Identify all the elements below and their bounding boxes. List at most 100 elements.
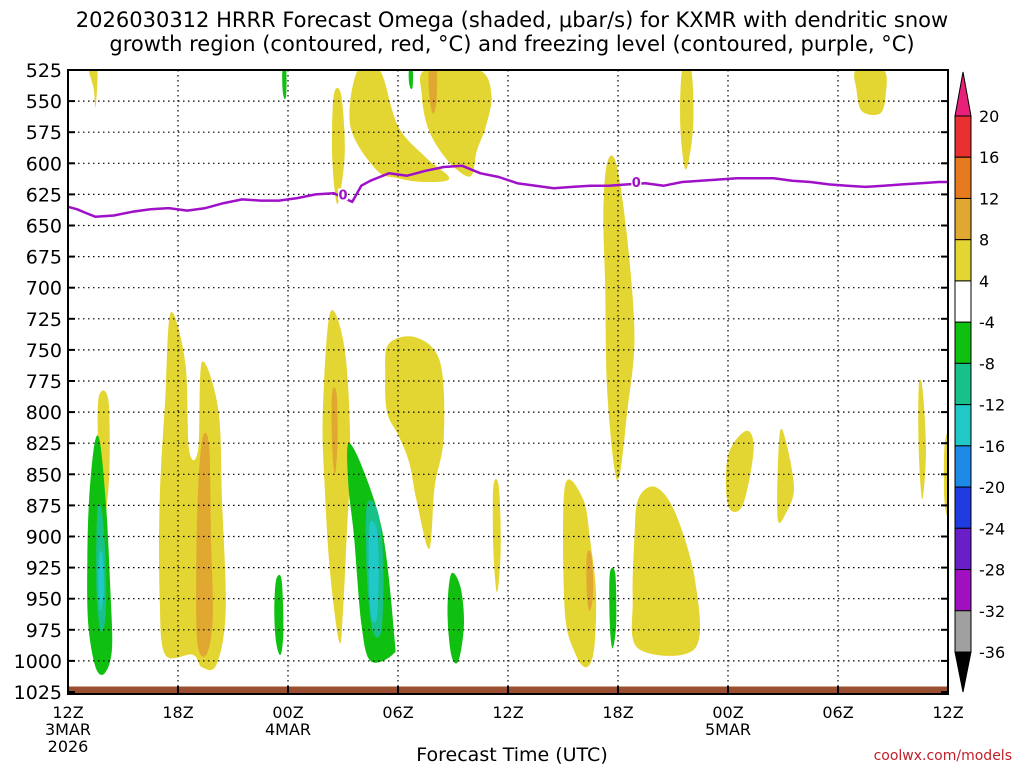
colorbar-label: 20 (979, 107, 999, 126)
x-tick-label: 3MAR (45, 720, 91, 739)
freezing-level-layer: 00 (67, 164, 948, 219)
omega-region (631, 486, 701, 656)
colorbar-band (954, 321, 972, 364)
omega-region (603, 155, 635, 481)
omega-region (609, 567, 617, 649)
y-tick-label: 975 (26, 620, 62, 642)
omega-region (331, 387, 338, 475)
omega-region (680, 70, 694, 170)
colorbar-label: -32 (979, 602, 1005, 621)
omega-region (331, 87, 345, 205)
omega-region (89, 70, 98, 108)
omega-region (368, 520, 379, 623)
axes-layer: 525 550 575 600 625 650 675 700 725 750 775 800 825 8… (14, 60, 964, 756)
freezing-level-label-bg (338, 188, 348, 201)
omega-region (349, 70, 450, 183)
omega-region (322, 310, 351, 644)
colorbar-band (954, 115, 972, 158)
watermark: coolwx.com/models (873, 748, 1012, 764)
y-tick-label: 825 (26, 433, 62, 455)
omega-region (274, 574, 284, 656)
y-tick-label: 750 (26, 340, 62, 362)
y-tick-label: 900 (26, 527, 62, 549)
x-tick-label: 2026 (48, 737, 89, 756)
omega-shading-layer (87, 70, 948, 675)
x-axis-label: Forecast Time (UTC) (416, 744, 608, 766)
x-tick-label: 4MAR (265, 720, 311, 739)
y-tick-label: 925 (26, 558, 62, 580)
colorbar-band (954, 445, 972, 488)
colorbar-label: 8 (979, 231, 989, 250)
y-tick-label: 850 (26, 464, 62, 486)
omega-region (854, 70, 887, 116)
y-tick-label: 725 (26, 309, 62, 331)
omega-region (159, 311, 226, 671)
omega-region (492, 478, 501, 593)
x-tick-label: 12Z (492, 703, 523, 722)
x-tick-label: 12Z (932, 703, 963, 722)
y-tick-label: 1025 (14, 682, 62, 704)
y-tick-label: 950 (26, 589, 62, 611)
colorbar-band (954, 197, 972, 241)
grid-layer (68, 70, 948, 694)
y-tick-label: 1000 (14, 651, 62, 673)
omega-region (562, 479, 597, 668)
colorbar-label: -36 (979, 643, 1005, 662)
x-tick-label: 06Z (822, 703, 853, 722)
omega-region (282, 70, 287, 100)
x-tick-label: 18Z (602, 703, 633, 722)
chart-title-line-2: growth region (contoured, red, °C) and f… (109, 32, 915, 56)
x-tick-label: 00Z (272, 703, 303, 722)
colorbar-band (954, 569, 972, 612)
colorbar-band (954, 486, 972, 529)
omega-region (447, 572, 465, 664)
colorbar-band (954, 280, 972, 323)
colorbar: 20 16 12 8 4 -4 -8 -12 -16 -20 -24 -28 -32 -36 (954, 71, 1005, 693)
colorbar-label: 12 (979, 189, 999, 208)
colorbar-label: -8 (979, 354, 995, 373)
omega-region (385, 336, 445, 549)
omega-region (428, 70, 438, 114)
freezing-level-label: 0 (632, 176, 641, 191)
chart-title-line-1: 2026030312 HRRR Forecast Omega (shaded, … (75, 8, 949, 32)
colorbar-label: -28 (979, 561, 1005, 580)
omega-region (98, 550, 104, 612)
y-tick-label: 525 (26, 60, 62, 82)
colorbar-band (954, 527, 972, 571)
y-tick-label: 575 (26, 122, 62, 144)
x-tick-label: 06Z (382, 703, 413, 722)
omega-region (725, 430, 754, 513)
colorbar-band (954, 239, 972, 282)
colorbar-band (954, 362, 972, 406)
colorbar-band (954, 404, 972, 447)
omega-region (918, 379, 926, 500)
x-tick-label: 5MAR (705, 720, 751, 739)
colorbar-band (954, 610, 972, 653)
omega-region (408, 70, 414, 89)
omega-region (777, 428, 795, 523)
y-tick-label: 700 (26, 278, 62, 300)
y-tick-label: 650 (26, 216, 62, 238)
y-tick-label: 875 (26, 495, 62, 517)
colorbar-label: -24 (979, 519, 1005, 538)
y-tick-label: 775 (26, 371, 62, 393)
colorbar-label: -12 (979, 396, 1005, 415)
x-tick-label: 18Z (162, 703, 193, 722)
colorbar-label: 4 (979, 272, 989, 291)
colorbar-band (954, 156, 972, 199)
freezing-level-label: 0 (338, 188, 347, 203)
y-tick-label: 625 (26, 184, 62, 206)
x-tick-label: 12Z (52, 703, 83, 722)
y-tick-label: 675 (26, 247, 62, 269)
freezing-level-line (67, 164, 948, 219)
omega-region (196, 432, 213, 657)
colorbar-top-triangle (954, 71, 972, 117)
colorbar-label: -20 (979, 478, 1005, 497)
y-tick-label: 800 (26, 402, 62, 424)
colorbar-label: 16 (979, 148, 999, 167)
omega-region (419, 70, 492, 177)
x-tick-label: 00Z (712, 703, 743, 722)
colorbar-label: -16 (979, 437, 1005, 456)
freezing-level-label-bg (631, 175, 642, 188)
